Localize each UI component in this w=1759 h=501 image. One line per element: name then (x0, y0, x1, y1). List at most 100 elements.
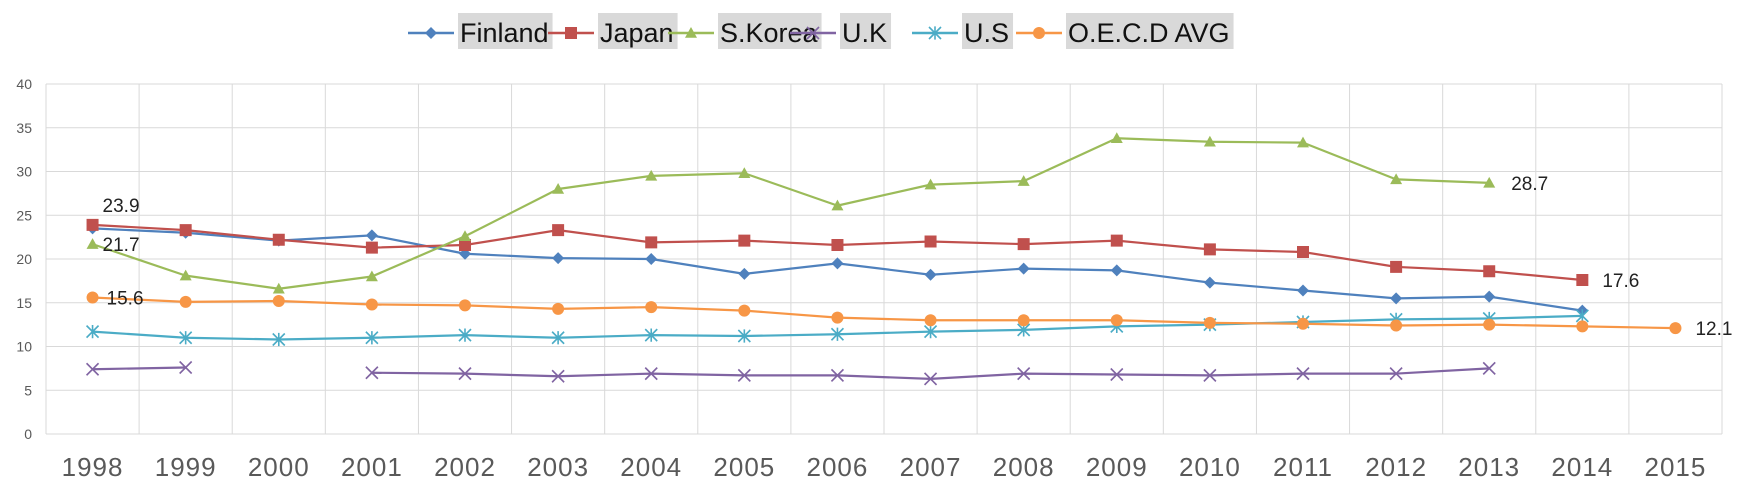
x-tick-label: 2014 (1551, 452, 1613, 482)
y-tick-label: 0 (24, 426, 32, 442)
legend-label-highlight (1066, 13, 1234, 49)
data-point-s-korea (1110, 132, 1123, 144)
y-tick-label: 5 (24, 382, 32, 398)
x-tick-label: 2001 (341, 452, 403, 482)
data-point-japan (1390, 260, 1403, 273)
data-point-o-e-c-d-avg (179, 295, 192, 308)
data-point-japan (1017, 238, 1030, 251)
data-point-o-e-c-d-avg (86, 291, 99, 304)
data-point-japan (1203, 243, 1216, 256)
data-point-s-korea (459, 230, 471, 242)
x-tick-label: 2011 (1273, 452, 1333, 482)
data-point-u-s (179, 331, 193, 345)
y-axis-ticks: 0 5 10 15 20 25 30 35 40 (16, 76, 32, 442)
data-point-u-s (923, 325, 938, 339)
grid-lines (45, 83, 1723, 435)
series-s-korea (86, 132, 1496, 294)
legend-item-s-korea: S.Korea (668, 13, 822, 49)
legend: Finland Japan S.Korea U.K U.S O.E.C.D AVG (408, 13, 1234, 49)
data-point-o-e-c-d-avg (1203, 316, 1216, 329)
data-label: 15.6 (107, 289, 144, 310)
data-point-s-korea (1297, 136, 1309, 148)
data-point-u-k (1482, 361, 1496, 375)
data-point-s-korea (924, 178, 937, 190)
data-point-o-e-c-d-avg (738, 304, 751, 317)
data-point-s-korea (179, 269, 192, 281)
data-point-u-s (1575, 309, 1589, 323)
data-point-o-e-c-d-avg (1390, 319, 1403, 332)
y-tick-label: 40 (16, 76, 32, 92)
data-point-japan (272, 233, 285, 246)
data-point-japan (831, 239, 844, 251)
legend-item-japan: Japan (548, 13, 678, 49)
data-point-u-k (1017, 367, 1031, 381)
data-point-u-k (365, 366, 379, 380)
data-label: 17.6 (1602, 271, 1639, 292)
data-point-u-k (179, 360, 193, 375)
data-point-japan (365, 241, 378, 254)
series-japan (86, 218, 1589, 286)
x-tick-label: 2005 (713, 452, 775, 482)
data-point-s-korea (1390, 173, 1403, 185)
legend-marker (806, 26, 820, 40)
data-point-u-s (458, 328, 472, 342)
legend-label-highlight (718, 13, 822, 49)
data-point-u-s (551, 331, 565, 345)
x-tick-label: 2008 (993, 452, 1055, 482)
series-u-k (85, 360, 1496, 386)
series-line-u-k (92, 366, 186, 371)
data-point-s-korea (86, 238, 99, 249)
data-point-u-s (644, 328, 658, 342)
data-point-u-s (365, 331, 379, 345)
x-tick-label: 1999 (155, 452, 217, 482)
x-axis-ticks: 1998 1999 2000 2001 2002 2003 2004 2005 2006 2007… (62, 452, 1706, 482)
series-line-o-e-c-d-avg (92, 296, 1676, 330)
series-lines (85, 132, 1682, 386)
legend-marker (685, 27, 697, 38)
data-point-finland (1390, 292, 1403, 305)
data-point-japan (459, 239, 471, 251)
data-point-u-k (551, 369, 565, 383)
data-point-japan (1483, 265, 1496, 278)
data-point-s-korea (365, 270, 378, 282)
data-point-japan (1576, 274, 1589, 286)
data-point-finland (1017, 262, 1030, 275)
series-finland (86, 222, 1589, 317)
data-point-s-korea (1017, 175, 1030, 186)
data-point-finland (831, 257, 844, 270)
data-point-s-korea (738, 167, 751, 179)
data-point-o-e-c-d-avg (1576, 320, 1589, 333)
data-point-japan (1297, 246, 1309, 258)
data-point-o-e-c-d-avg (1110, 314, 1123, 327)
data-point-u-k (458, 367, 472, 381)
data-point-japan (86, 218, 99, 231)
data-point-u-k (1110, 367, 1124, 382)
legend-item-u-k: U.K (790, 13, 892, 49)
x-tick-label: 2009 (1086, 452, 1148, 482)
x-tick-label: 2013 (1458, 452, 1520, 482)
y-tick-label: 10 (16, 339, 32, 355)
series-line-s-korea (92, 137, 1490, 290)
data-label: 23.9 (103, 196, 140, 217)
y-tick-label: 35 (16, 120, 32, 136)
data-point-finland (738, 267, 751, 280)
data-point-o-e-c-d-avg (1669, 322, 1682, 335)
data-point-u-s (272, 332, 286, 347)
data-point-japan (924, 235, 937, 248)
data-point-u-k (85, 362, 100, 376)
legend-label-highlight (598, 13, 678, 49)
data-point-o-e-c-d-avg (1297, 317, 1309, 330)
legend-label: Finland (460, 18, 549, 48)
data-point-o-e-c-d-avg (1017, 314, 1030, 327)
data-point-u-k (1389, 367, 1403, 381)
legend-label: U.K (842, 18, 887, 48)
data-point-japan (1110, 234, 1123, 247)
legend-label-highlight (840, 13, 892, 49)
legend-label-highlight (458, 13, 553, 49)
data-point-finland (1203, 276, 1216, 289)
data-point-u-s (85, 325, 100, 339)
data-point-s-korea (645, 169, 658, 181)
legend-marker (425, 27, 437, 39)
data-point-finland (924, 268, 937, 281)
